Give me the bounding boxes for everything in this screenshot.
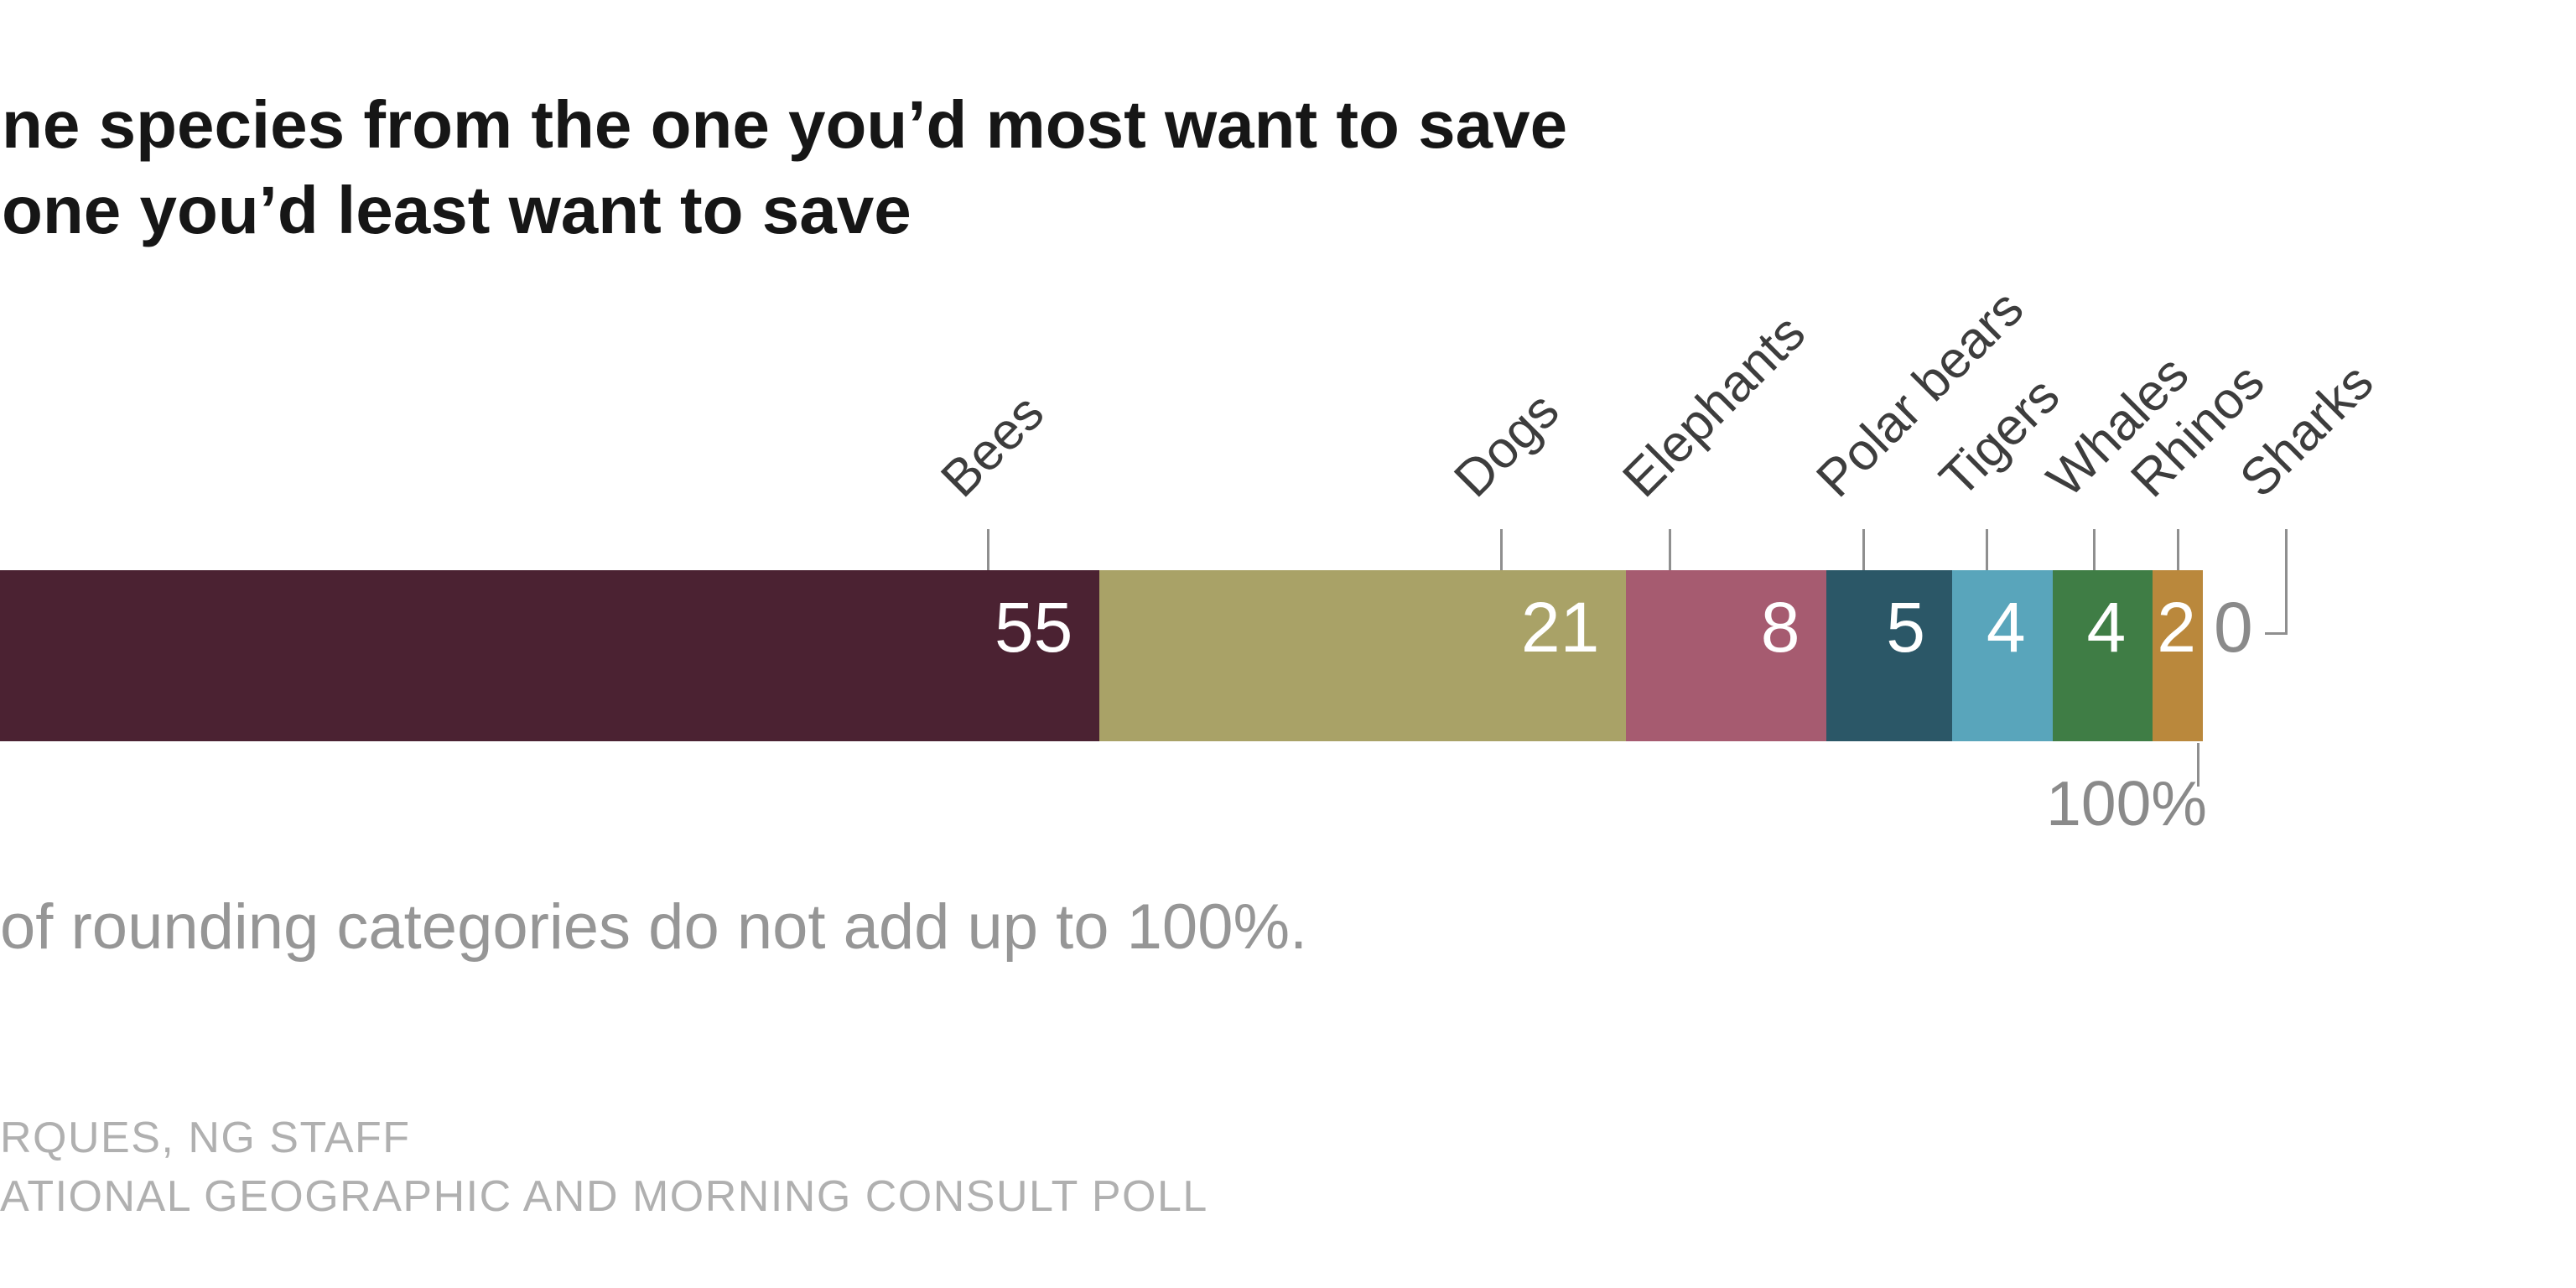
- axis-tick-dogs: [1500, 529, 1503, 572]
- segment-value: 4: [2086, 588, 2127, 667]
- axis-tick-elephants: [1669, 529, 1671, 572]
- segment-value: 55: [994, 588, 1073, 667]
- bar-segment-whales: 4: [2052, 570, 2153, 741]
- axis-tick-bees: [987, 529, 989, 572]
- chart-title-line-2: one you’d least want to save: [2, 173, 911, 247]
- bar-segment-tigers: 4: [1951, 570, 2053, 741]
- end-axis-tick: [2197, 743, 2199, 787]
- segment-value: 5: [1886, 588, 1925, 667]
- axis-tick-whales: [2093, 529, 2096, 572]
- bar-segment-elephants: 8: [1626, 570, 1827, 741]
- bar-segment-dogs: 21: [1099, 570, 1627, 741]
- zero-value-label: 0: [2214, 588, 2253, 667]
- credits-line-1: RQUES, NG STAFF: [0, 1114, 411, 1162]
- segment-value: 21: [1520, 588, 1600, 667]
- stacked-bar: 55 21 8 5 4 4 2: [0, 570, 2203, 741]
- footnote: of rounding categories do not add up to …: [0, 891, 1308, 963]
- credits: RQUES, NG STAFF ATIONAL GEOGRAPHIC AND M…: [0, 1109, 1208, 1226]
- credits-line-2: ATIONAL GEOGRAPHIC AND MORNING CONSULT P…: [0, 1172, 1208, 1221]
- axis-tick-polar-bears: [1862, 529, 1865, 572]
- bar-segment-rhinos: 2: [2153, 570, 2203, 741]
- segment-value: 2: [2157, 588, 2196, 667]
- axis-tick-rhinos: [2177, 529, 2179, 572]
- chart-title: ne species from the one you’d most want …: [2, 82, 1567, 253]
- shark-elbow-vertical: [2285, 529, 2288, 635]
- axis-tick-tigers: [1986, 529, 1988, 572]
- bar-segment-bees: 55: [0, 570, 1100, 741]
- chart-title-line-1: ne species from the one you’d most want …: [2, 87, 1568, 162]
- segment-value: 8: [1760, 588, 1800, 667]
- shark-elbow-horizontal: [2265, 632, 2288, 635]
- bar-segment-polar-bears: 5: [1826, 570, 1952, 741]
- segment-value: 4: [1986, 588, 2026, 667]
- end-axis-label: 100%: [2046, 768, 2207, 839]
